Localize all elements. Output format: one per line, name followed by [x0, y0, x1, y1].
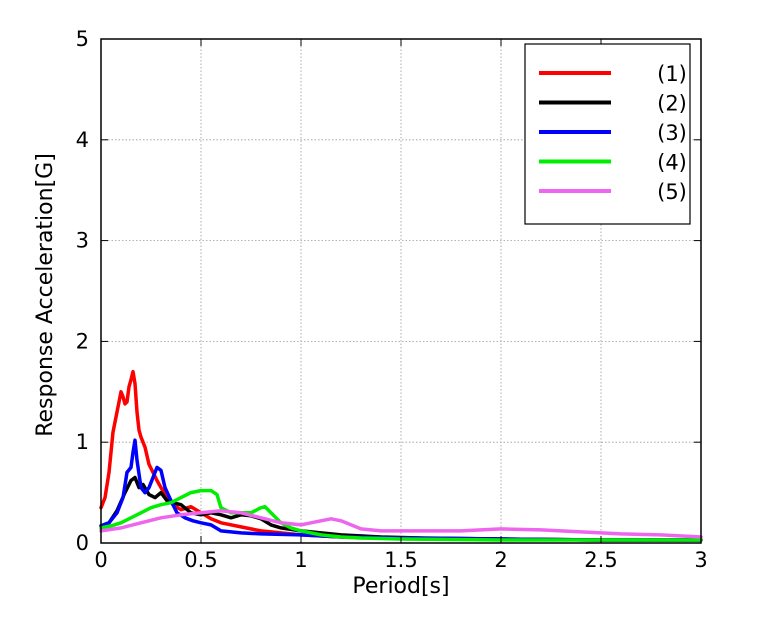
legend-label-3: (3)	[657, 121, 687, 145]
x-axis-label: Period[s]	[352, 574, 449, 599]
tick-labels: 0 0.5 1 1.5 2 2.5 3 0 1 2 3 4 5	[76, 27, 708, 572]
legend: (1) (2) (3) (4) (5)	[524, 43, 691, 225]
legend-label-1: (1)	[657, 62, 687, 86]
y-tick-label: 4	[76, 128, 89, 152]
x-tick-label: 2.5	[584, 548, 617, 572]
y-axis-label: Response Acceleration[G]	[33, 153, 58, 437]
x-tick-label: 0	[94, 548, 107, 572]
y-tick-label: 0	[76, 531, 89, 555]
series-line-3	[99, 438, 703, 542]
series-line-5	[99, 508, 703, 539]
legend-label-2: (2)	[657, 92, 687, 116]
x-tick-label: 3	[694, 548, 707, 572]
legend-label-5: (5)	[657, 180, 687, 204]
grid-lines	[101, 39, 701, 543]
y-tick-label: 2	[76, 329, 89, 353]
x-tick-label: 0.5	[184, 548, 217, 572]
x-tick-label: 1	[294, 548, 307, 572]
x-tick-label: 1.5	[384, 548, 417, 572]
legend-label-4: (4)	[657, 151, 687, 175]
y-tick-label: 5	[76, 27, 89, 51]
x-tick-label: 2	[494, 548, 507, 572]
axis-ticks	[100, 38, 702, 544]
series-layer	[99, 369, 703, 542]
y-tick-label: 1	[76, 430, 89, 454]
y-tick-label: 3	[76, 229, 89, 253]
